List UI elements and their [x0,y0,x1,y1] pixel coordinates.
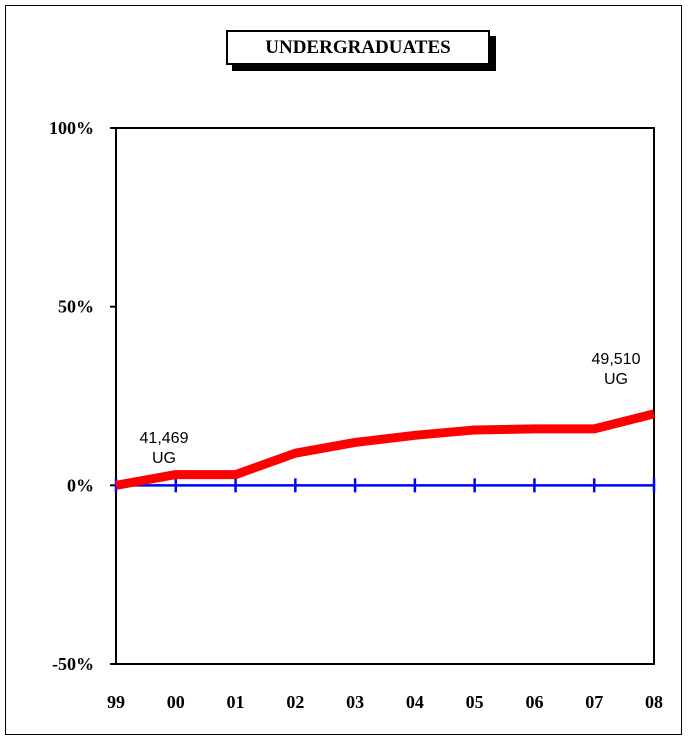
data-annotation: UG [152,450,176,467]
x-tick-label: 07 [585,692,603,712]
chart-title-box: UNDERGRADUATES [226,30,496,71]
x-tick-label: 04 [406,692,424,712]
x-tick-label: 00 [167,692,185,712]
chart-title: UNDERGRADUATES [226,30,490,65]
plot-area [115,127,655,665]
undergraduate-series-line [115,409,656,490]
y-tick-label: 50% [58,297,94,317]
x-tick-label: 03 [346,692,364,712]
x-tick-label: 99 [107,692,125,712]
data-annotation: 41,469 [140,430,189,447]
y-tick-label: 0% [67,475,94,495]
x-tick-label: 08 [645,692,663,712]
x-tick-label: 06 [525,692,543,712]
data-annotation: UG [604,371,628,388]
y-tick-label: -50% [52,654,94,674]
x-tick-label: 05 [466,692,484,712]
x-tick-label: 02 [286,692,304,712]
y-tick-label: 100% [49,118,94,138]
x-tick-label: 01 [227,692,245,712]
data-annotation: 49,510 [592,351,641,368]
